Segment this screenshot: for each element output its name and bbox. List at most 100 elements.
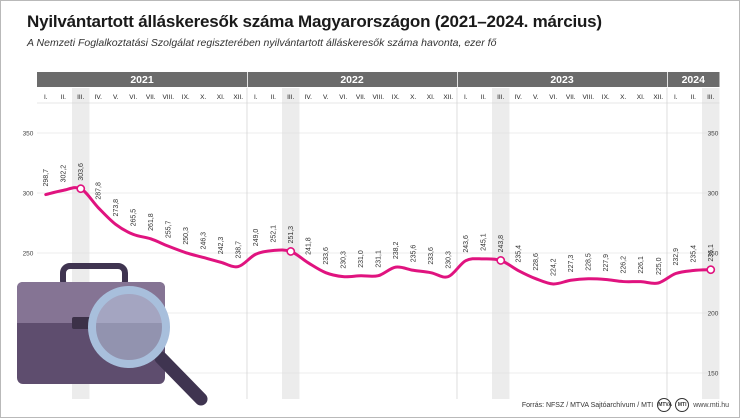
data-label: 255,7 (166, 221, 173, 239)
y-tick-label-right: 250 (708, 251, 719, 258)
month-label: X. (200, 94, 206, 101)
y-tick-label-left: 350 (23, 131, 34, 138)
data-label: 230,3 (446, 251, 453, 269)
data-label: 250,3 (183, 227, 190, 245)
month-label: VI. (129, 94, 137, 101)
data-label: 228,5 (586, 253, 593, 271)
data-label: 245,1 (481, 233, 488, 251)
month-label: II. (61, 94, 67, 101)
magnifier-icon (88, 286, 208, 406)
month-label: XI. (427, 94, 435, 101)
data-label: 224,2 (551, 258, 558, 276)
month-label: XI. (637, 94, 645, 101)
year-band (37, 72, 247, 87)
data-label: 230,3 (341, 251, 348, 269)
month-label: XII. (443, 94, 453, 101)
data-label: 236,1 (708, 244, 715, 262)
data-label: 241,8 (306, 237, 313, 255)
data-label: 228,6 (533, 253, 540, 271)
data-label: 227,9 (603, 254, 610, 272)
magnifier-handle (154, 351, 208, 406)
data-point-marker (496, 256, 506, 265)
y-tick-label-right: 150 (708, 371, 719, 378)
data-label: 235,6 (411, 245, 418, 263)
data-label: 287,8 (96, 182, 103, 200)
month-label: V. (113, 94, 119, 101)
month-label: I. (464, 94, 468, 101)
month-label: VI. (549, 94, 557, 101)
month-label: III. (77, 94, 84, 101)
series-line (44, 186, 713, 286)
month-label: X. (410, 94, 416, 101)
data-label: 227,3 (568, 255, 575, 273)
data-label: 252,1 (271, 225, 278, 243)
year-label: 2023 (550, 74, 574, 86)
data-label: 233,6 (428, 247, 435, 265)
data-label: 302,2 (61, 165, 68, 183)
march-highlight-band (702, 88, 720, 399)
march-highlight-band (282, 88, 300, 399)
year-band (457, 72, 667, 87)
data-label: 303,6 (78, 163, 85, 181)
data-label: 231,0 (358, 250, 365, 268)
data-label: 225,0 (656, 257, 663, 275)
data-label: 238,2 (393, 242, 400, 260)
data-label: 298,7 (43, 169, 50, 187)
month-label: II. (691, 94, 697, 101)
y-tick-label-right: 300 (708, 191, 719, 198)
year-band (667, 72, 720, 87)
month-label: III. (497, 94, 504, 101)
data-label: 231,1 (376, 250, 383, 268)
month-label: V. (323, 94, 329, 101)
month-label: VII. (566, 94, 576, 101)
month-label: VIII. (582, 94, 594, 101)
data-label: 235,4 (516, 245, 523, 263)
briefcase-clasp (72, 317, 92, 329)
year-label: 2022 (340, 74, 364, 86)
data-label: 246,3 (201, 232, 208, 250)
website-link[interactable]: www.mti.hu (693, 401, 729, 409)
month-label: IV. (305, 94, 313, 101)
mtva-logo: MTVA (657, 398, 672, 412)
month-label: VII. (146, 94, 156, 101)
month-label: XII. (233, 94, 243, 101)
data-label: 226,2 (621, 256, 628, 274)
data-label: 232,9 (673, 248, 680, 266)
month-label: X. (620, 94, 626, 101)
month-label: VIII. (162, 94, 174, 101)
month-label: II. (481, 94, 487, 101)
month-label: VII. (356, 94, 366, 101)
month-label: XII. (653, 94, 663, 101)
data-label: 243,6 (463, 235, 470, 253)
y-tick-label-right: 200 (708, 311, 719, 318)
chart-title: Nyilvántartott álláskeresők száma Magyar… (27, 12, 602, 31)
data-label: 235,4 (691, 245, 698, 263)
y-tick-label-right: 350 (708, 131, 719, 138)
mti-logo: MTI (675, 398, 690, 412)
y-tick-label-left: 250 (23, 251, 34, 258)
data-label: 238,7 (236, 241, 243, 259)
month-label: VI. (339, 94, 347, 101)
data-label: 249,0 (253, 229, 260, 247)
data-label: 265,5 (131, 209, 138, 227)
month-label: II. (271, 94, 277, 101)
month-label: VIII. (372, 94, 384, 101)
month-label: XI. (217, 94, 225, 101)
footer: Forrás: NFSZ / MTVA Sajtóarchívum / MTI … (522, 398, 729, 412)
data-label: 233,6 (323, 247, 330, 265)
month-label: I. (254, 94, 258, 101)
year-band (247, 72, 457, 87)
month-label: I. (674, 94, 678, 101)
month-label: III. (707, 94, 714, 101)
data-point-marker (706, 265, 716, 275)
month-label: IV. (515, 94, 523, 101)
month-label: IX. (182, 94, 190, 101)
month-label: IX. (392, 94, 400, 101)
data-label: 243,8 (498, 235, 505, 253)
chart-subtitle: A Nemzeti Foglalkoztatási Szolgálat regi… (27, 37, 497, 49)
month-label: IX. (602, 94, 610, 101)
data-label: 242,3 (218, 237, 225, 255)
year-label: 2024 (682, 74, 706, 86)
month-label: III. (287, 94, 294, 101)
source-note: Forrás: NFSZ / MTVA Sajtóarchívum / MTI (521, 401, 654, 409)
